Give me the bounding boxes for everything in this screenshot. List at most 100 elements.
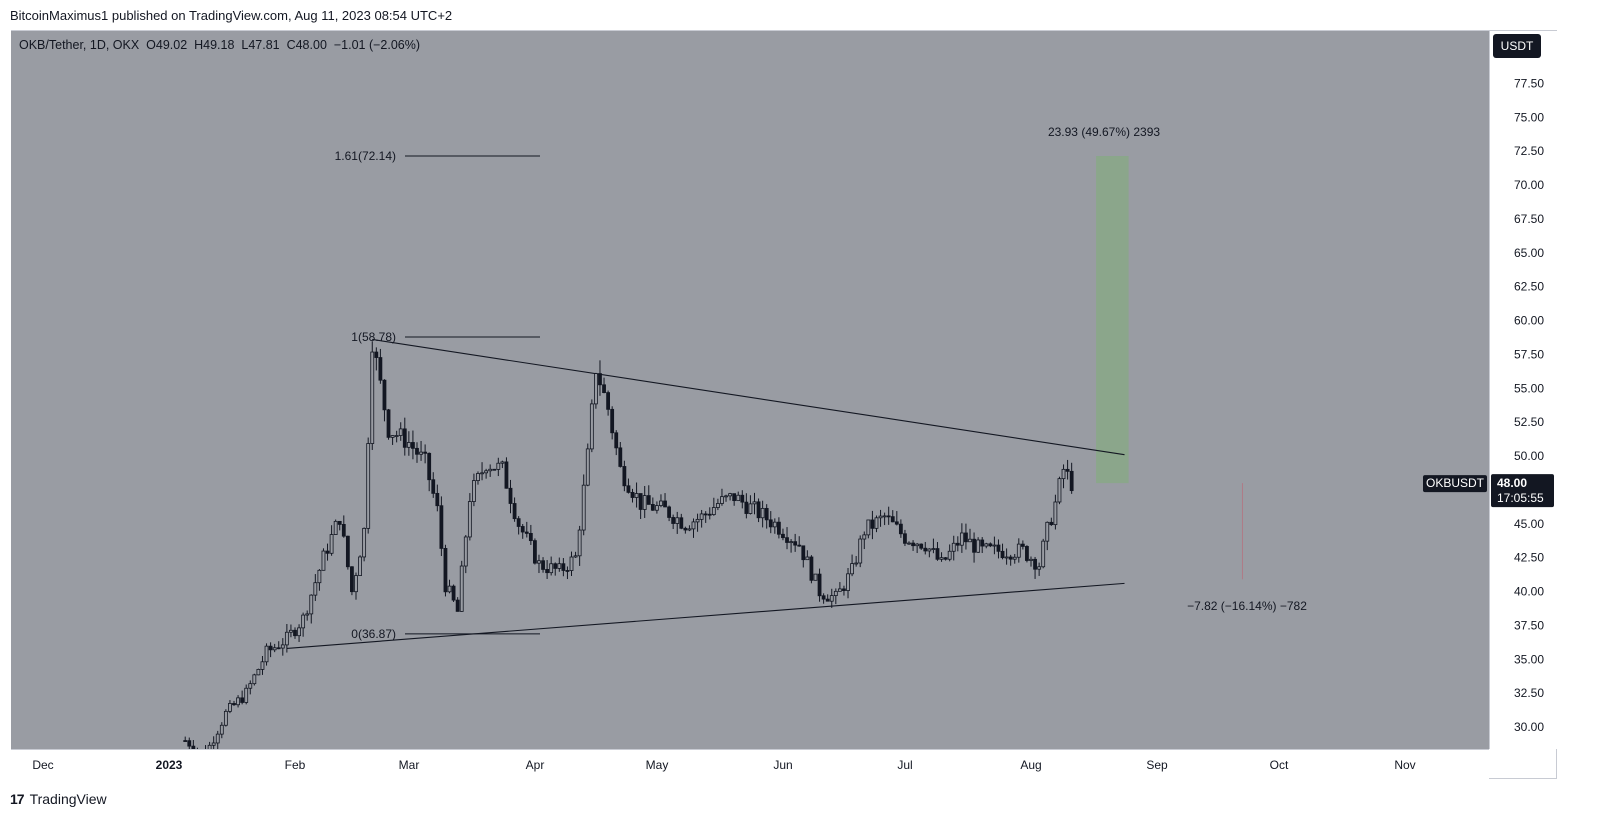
candle-body (451, 585, 456, 601)
candle (366, 437, 371, 534)
candle-body (866, 519, 871, 536)
candle (894, 511, 899, 526)
candle-body (679, 517, 684, 529)
candle-body (496, 462, 501, 470)
ascending-support-line (286, 582, 1125, 649)
candle-body (345, 535, 350, 568)
y-tick-label: 50.00 (1514, 449, 1544, 463)
candle-body (329, 534, 334, 554)
symbol-tag-bg (1423, 475, 1487, 493)
candle (1025, 545, 1029, 563)
candle-body (671, 517, 676, 524)
candle (504, 457, 509, 489)
candle-body (732, 493, 737, 502)
candle (683, 526, 688, 534)
candle-body (313, 582, 318, 596)
candle (215, 730, 220, 749)
candle (598, 360, 602, 396)
candle (748, 495, 753, 515)
footer-brand[interactable]: 17 TradingView (10, 791, 107, 807)
time-axis[interactable] (11, 749, 1489, 779)
candle (854, 556, 859, 567)
candle-body (406, 442, 411, 448)
candle-body (699, 513, 704, 520)
candle-body (1057, 478, 1062, 503)
candle-body (520, 526, 525, 533)
candle-body (589, 403, 594, 450)
y-tick-label: 72.50 (1514, 144, 1544, 158)
candle (1049, 517, 1054, 526)
candle (732, 493, 737, 506)
candle (1008, 554, 1013, 566)
candle-body (557, 563, 562, 569)
candle (764, 504, 769, 529)
candle (406, 431, 411, 456)
candle (736, 491, 741, 502)
candle-body (825, 598, 830, 602)
candle-body (577, 529, 582, 557)
candle-body (711, 507, 716, 515)
candle (606, 390, 611, 416)
x-tick-label: Jul (897, 758, 912, 772)
candle-body (915, 543, 920, 547)
candle-body (260, 661, 265, 670)
candle (565, 566, 570, 580)
candle-body (370, 351, 375, 444)
candle-body (447, 585, 452, 593)
candle-body (191, 745, 196, 749)
candle (776, 517, 781, 539)
candle-body (622, 466, 627, 487)
candle-body (443, 548, 448, 593)
x-tick-label: Aug (1020, 758, 1041, 772)
candle-body (634, 493, 639, 498)
candle-body (976, 539, 981, 553)
candle (984, 542, 989, 549)
candle-body (687, 528, 692, 531)
candle-body (204, 750, 207, 757)
candle (760, 500, 765, 528)
candle-body (618, 447, 623, 467)
candle-body (740, 494, 745, 503)
candle-body (1041, 540, 1046, 568)
candle (907, 541, 911, 545)
candle-body (508, 487, 513, 504)
candle (480, 462, 484, 481)
candle-body (268, 645, 273, 651)
candle (679, 513, 684, 530)
candle (756, 498, 761, 523)
candle-body (537, 560, 541, 564)
candle (935, 542, 940, 561)
tradingview-logo-icon: 17 (10, 791, 25, 807)
price-tag-countdown: 17:05:55 (1497, 491, 1544, 505)
candle-body (402, 428, 407, 448)
candle (886, 506, 891, 525)
plot-area[interactable] (11, 31, 1489, 749)
candle (785, 527, 789, 550)
candle-body (317, 569, 322, 584)
candle-body (598, 373, 602, 386)
candle-body (606, 392, 611, 410)
candle (626, 478, 631, 494)
candle (378, 348, 383, 384)
candle (663, 493, 667, 508)
candle-body (581, 484, 586, 531)
price-axis[interactable] (1489, 31, 1557, 749)
candle-body (545, 569, 550, 574)
candle (476, 471, 480, 485)
candle (345, 535, 350, 570)
x-tick-label: Jun (773, 758, 792, 772)
candle-body (459, 565, 464, 612)
candle-body (903, 533, 907, 544)
currency-button[interactable]: USDT (1493, 34, 1541, 58)
candle (427, 452, 432, 492)
candle (858, 535, 863, 568)
candle-body (484, 470, 489, 474)
candle (459, 560, 464, 612)
candle-body (1045, 521, 1050, 542)
published-caption: BitcoinMaximus1 published on TradingView… (10, 8, 453, 23)
candle-body (911, 542, 915, 547)
candle-body (772, 521, 777, 528)
candle (354, 572, 358, 600)
candle-body (382, 379, 387, 411)
candle-body (215, 733, 220, 744)
